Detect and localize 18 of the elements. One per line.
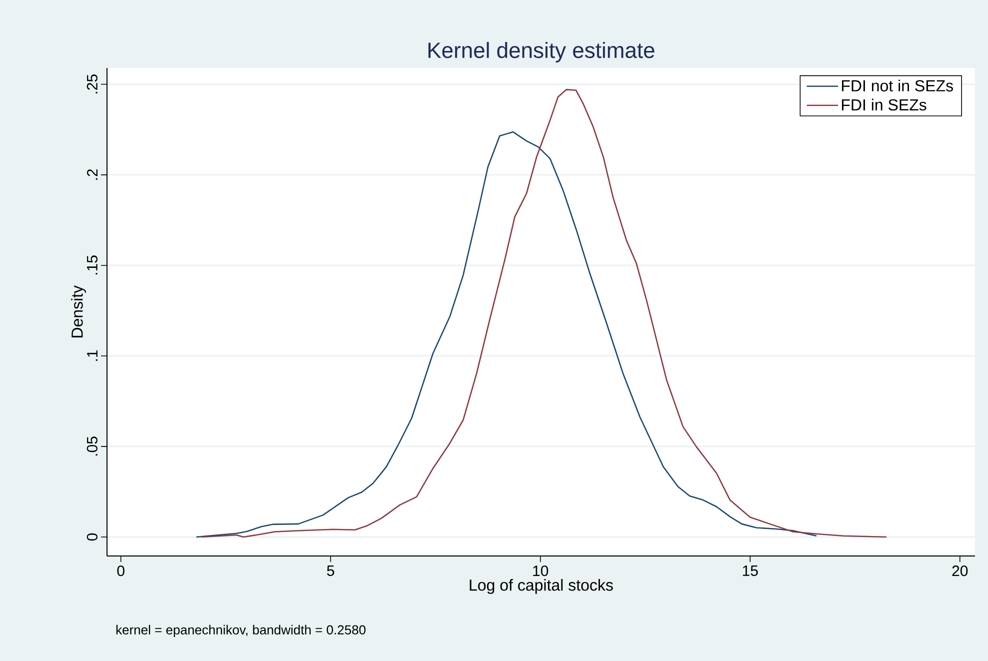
chart-title: Kernel density estimate — [428, 42, 654, 62]
y-tick-label: .15 — [87, 256, 98, 274]
x-tick-label: 10 — [533, 566, 548, 576]
x-tick-label: 15 — [742, 566, 758, 576]
x-tick-label: 20 — [952, 566, 968, 576]
x-axis-title: Log of capital stocks — [470, 579, 613, 594]
y-tick-label: .05 — [86, 436, 98, 456]
y-tick-label: .2 — [87, 169, 98, 180]
x-tick-label: 5 — [327, 566, 334, 576]
line-series — [196, 131, 818, 538]
legend-label: FDI not in SEZs — [842, 80, 953, 92]
y-tick-label: .1 — [87, 350, 98, 361]
x-tick-label: 0 — [117, 566, 124, 576]
text: kernel = epanechnikov, bandwidth = 0.2580 — [116, 624, 366, 638]
legend-label: FDI in SEZs — [842, 98, 926, 111]
y-axis-title: Density — [71, 285, 86, 338]
y-tick-label: .25 — [86, 74, 98, 94]
y-tick-label: 0 — [86, 533, 98, 541]
